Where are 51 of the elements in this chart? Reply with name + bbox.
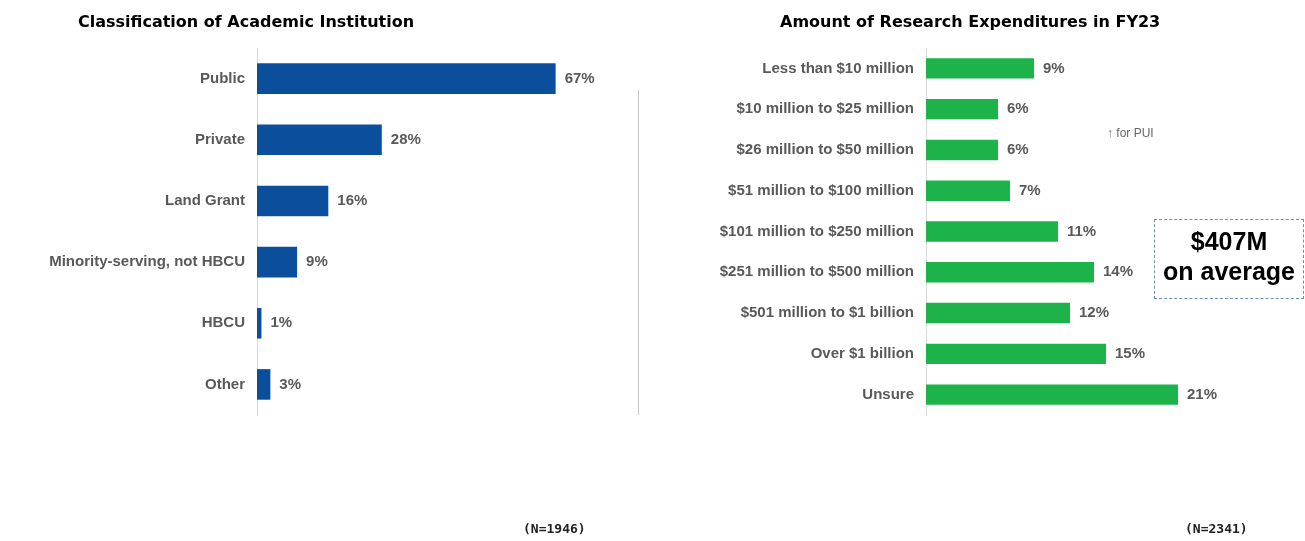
bar bbox=[257, 246, 298, 278]
y-tick-label: Private bbox=[194, 129, 245, 147]
y-tick-label: Less than $10 million bbox=[762, 58, 914, 76]
bar bbox=[926, 58, 1034, 79]
y-tick-label: Public bbox=[199, 68, 245, 86]
data-label: 3% bbox=[279, 374, 302, 392]
bar bbox=[926, 384, 1178, 405]
y-tick-label: HBCU bbox=[201, 313, 245, 331]
y-tick-label: Other bbox=[204, 374, 246, 392]
bar bbox=[257, 63, 556, 94]
data-label: 9% bbox=[1043, 58, 1065, 76]
data-label: 14% bbox=[1103, 262, 1134, 280]
y-tick-label: $501 million to $1 billion bbox=[740, 303, 914, 321]
chart-title: Classification of Academic Institution bbox=[78, 12, 415, 31]
callout-box: $407M on average bbox=[1154, 219, 1304, 299]
bar bbox=[926, 98, 998, 120]
y-tick-label: $10 million to $25 million bbox=[736, 99, 914, 117]
bar bbox=[257, 369, 271, 400]
y-tick-label: $26 million to $50 million bbox=[736, 140, 914, 158]
data-label: 16% bbox=[337, 191, 368, 209]
y-tick-label: $251 million to $500 million bbox=[719, 262, 914, 280]
bar bbox=[926, 302, 1070, 324]
text: (N=2341) bbox=[1185, 521, 1248, 536]
y-tick-label: Over $1 billion bbox=[810, 343, 914, 361]
bar bbox=[926, 139, 998, 161]
bar bbox=[926, 262, 1094, 283]
data-label: 6% bbox=[1007, 140, 1029, 158]
data-label: 67% bbox=[564, 68, 595, 86]
bar bbox=[926, 343, 1106, 365]
data-label: 28% bbox=[390, 129, 421, 147]
bar bbox=[257, 185, 329, 217]
bar bbox=[257, 124, 382, 156]
y-tick-label: Unsure bbox=[862, 384, 914, 402]
data-label: 9% bbox=[306, 252, 328, 270]
chart-title: Amount of Research Expenditures in FY23 bbox=[780, 12, 1161, 31]
data-label: 21% bbox=[1187, 384, 1218, 402]
bar bbox=[926, 180, 1010, 201]
data-label: 1% bbox=[270, 313, 293, 331]
text: (N=1946) bbox=[523, 521, 586, 536]
data-label: 6% bbox=[1007, 99, 1029, 117]
data-label: 11% bbox=[1067, 221, 1097, 239]
y-tick-label: Land Grant bbox=[164, 191, 245, 209]
bar bbox=[257, 307, 262, 339]
data-label: 15% bbox=[1115, 343, 1146, 361]
data-label: 7% bbox=[1019, 180, 1041, 198]
bar bbox=[926, 221, 1058, 242]
y-tick-label: $51 million to $100 million bbox=[728, 180, 914, 198]
data-label: 12% bbox=[1079, 303, 1110, 321]
y-tick-label: Minority-serving, not HBCU bbox=[49, 252, 245, 270]
annotation: ↑ for PUI bbox=[1107, 126, 1154, 140]
y-tick-label: $101 million to $250 million bbox=[719, 221, 914, 239]
